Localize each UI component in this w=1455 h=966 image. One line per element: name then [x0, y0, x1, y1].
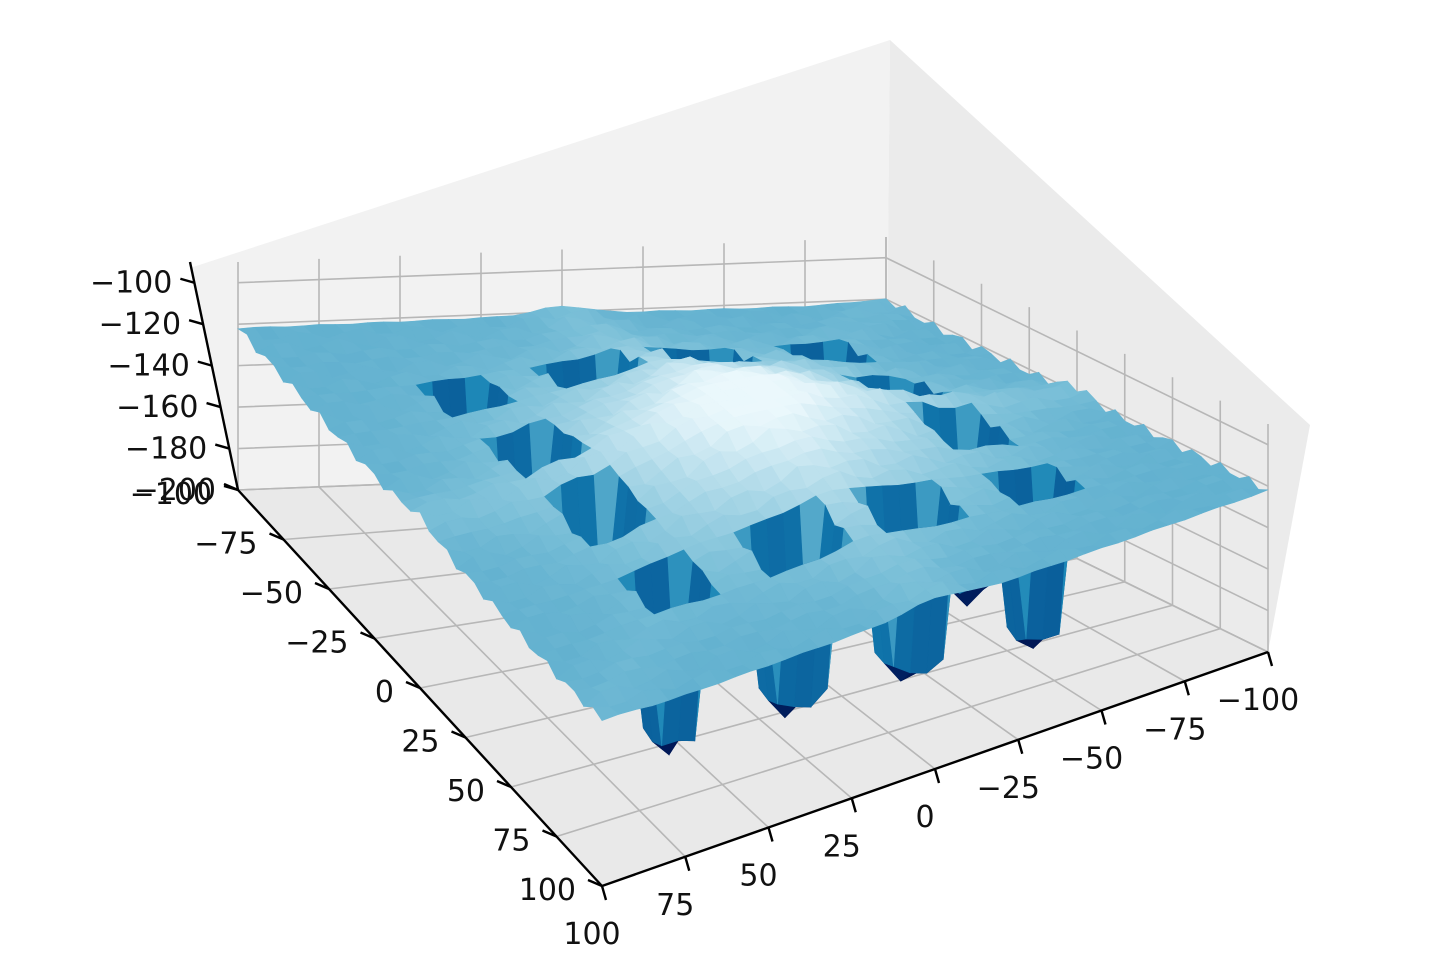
- z-tick-label: −100: [90, 266, 172, 301]
- y-tick-label: 75: [492, 824, 530, 859]
- x-tick-label: 0: [915, 800, 934, 835]
- x-tick-mark: [850, 797, 857, 813]
- z-tick-mark: [223, 484, 239, 492]
- y-tick-label: 0: [375, 675, 394, 710]
- x-tick-label: −50: [1060, 742, 1123, 777]
- x-tick-mark: [1183, 680, 1190, 696]
- y-tick-mark: [451, 730, 466, 739]
- y-tick-label: −100: [130, 477, 212, 512]
- y-tick-mark: [405, 680, 421, 690]
- x-tick-mark: [600, 885, 608, 901]
- z-tick-mark: [197, 360, 213, 367]
- y-tick-label: 50: [447, 774, 485, 809]
- x-tick-label: −75: [1143, 712, 1206, 747]
- y-tick-mark: [269, 532, 284, 541]
- z-tick-mark: [214, 443, 230, 450]
- y-tick-label: −50: [240, 576, 303, 611]
- floor-grid-y: [510, 604, 1173, 788]
- x-tick-label: 50: [739, 859, 777, 894]
- y-tick-mark: [542, 829, 557, 838]
- z-tick-label: −160: [116, 390, 198, 425]
- y-tick-label: −75: [194, 527, 257, 562]
- z-tick-label: −140: [107, 349, 189, 384]
- x-tick-label: 100: [563, 917, 620, 952]
- x-tick-label: −25: [977, 771, 1040, 806]
- y-tick-mark: [587, 878, 603, 888]
- y-tick-label: −25: [285, 626, 348, 661]
- wall-grid-z: [237, 256, 1269, 446]
- x-tick-mark: [1100, 710, 1107, 725]
- z-tick-mark: [206, 401, 221, 409]
- surface-mesh: [237, 298, 1269, 756]
- z-axis-line: [188, 261, 240, 491]
- x-tick-label: 25: [823, 829, 861, 864]
- x-tick-mark: [1266, 651, 1274, 667]
- z-tick-mark: [188, 319, 204, 326]
- y-tick-mark: [314, 581, 330, 591]
- z-tick-label: −120: [99, 307, 181, 342]
- z-tick-label: −200: [134, 473, 216, 508]
- y-tick-label: 25: [401, 725, 439, 760]
- y-tick-mark: [496, 779, 512, 789]
- chart-ticks: −100−75−50−2502550751001007550250−25−50−…: [90, 266, 1299, 952]
- x-tick-mark: [1017, 739, 1024, 755]
- floor-grid-y: [556, 627, 1221, 838]
- x-tick-label: −100: [1217, 683, 1299, 718]
- z-tick-mark: [180, 277, 195, 284]
- y-tick-label: 100: [519, 873, 576, 908]
- x-tick-label: 75: [656, 888, 694, 923]
- x-tick-mark: [933, 768, 941, 784]
- y-tick-mark: [360, 631, 375, 640]
- z-tick-label: −180: [125, 432, 207, 467]
- surface-cell: [592, 706, 620, 722]
- x-tick-mark: [684, 856, 691, 872]
- x-tick-mark: [767, 827, 774, 842]
